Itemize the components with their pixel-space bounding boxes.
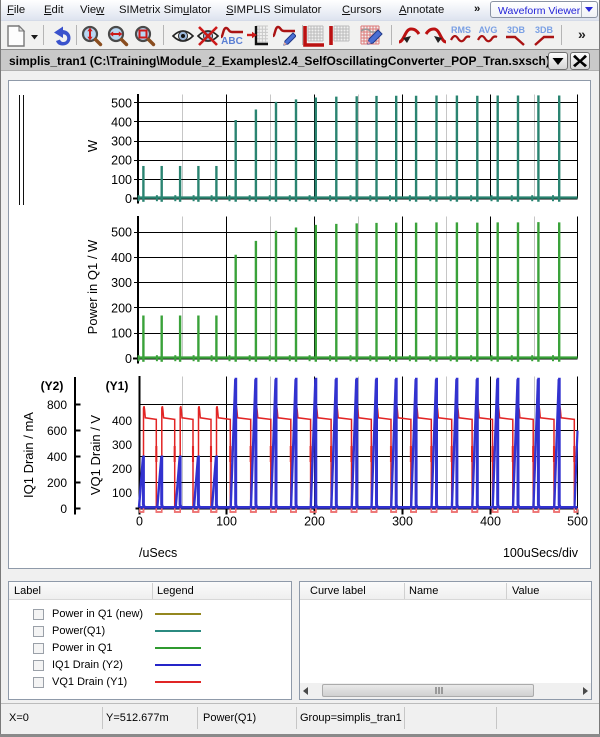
svg-text:VQ1 Drain / V: VQ1 Drain / V: [88, 415, 103, 496]
svg-text:400: 400: [111, 251, 132, 265]
svg-text:500: 500: [111, 226, 132, 240]
svg-text:200: 200: [111, 154, 132, 168]
svg-text:3DB: 3DB: [535, 25, 554, 35]
svg-text:100: 100: [216, 515, 237, 529]
svg-text:0: 0: [125, 352, 132, 366]
svg-text:400: 400: [112, 414, 132, 428]
svg-text:100uSecs/div: 100uSecs/div: [503, 546, 579, 560]
svg-text:300: 300: [112, 438, 132, 452]
svg-text:300: 300: [111, 135, 132, 149]
svg-text:400: 400: [47, 450, 67, 464]
svg-text:RMS: RMS: [451, 25, 471, 35]
svg-text:200: 200: [111, 301, 132, 315]
svg-text:100: 100: [111, 327, 132, 341]
svg-text:500: 500: [111, 96, 132, 110]
svg-text:600: 600: [47, 424, 67, 438]
svg-text:3DB: 3DB: [507, 25, 526, 35]
svg-text:200: 200: [47, 476, 67, 490]
svg-text:(Y2): (Y2): [41, 379, 64, 393]
svg-text:AVG: AVG: [479, 25, 498, 35]
svg-text:0: 0: [136, 515, 143, 529]
svg-text:W: W: [85, 139, 100, 152]
svg-text:IQ1 Drain / mA: IQ1 Drain / mA: [21, 412, 36, 498]
svg-text:0: 0: [125, 192, 132, 206]
svg-text:Power in Q1 / W: Power in Q1 / W: [85, 239, 100, 334]
svg-text:ABC: ABC: [221, 36, 243, 47]
svg-text:(Y1): (Y1): [106, 379, 129, 393]
svg-text:0: 0: [60, 502, 67, 516]
svg-text:100: 100: [112, 486, 132, 500]
svg-text:400: 400: [111, 115, 132, 129]
svg-text:400: 400: [480, 515, 501, 529]
svg-text:200: 200: [304, 515, 325, 529]
svg-text:/uSecs: /uSecs: [139, 546, 177, 560]
svg-text:500: 500: [567, 515, 588, 529]
svg-text:800: 800: [47, 398, 67, 412]
svg-text:300: 300: [392, 515, 413, 529]
svg-text:300: 300: [111, 276, 132, 290]
svg-text:100: 100: [111, 173, 132, 187]
svg-text:200: 200: [112, 462, 132, 476]
